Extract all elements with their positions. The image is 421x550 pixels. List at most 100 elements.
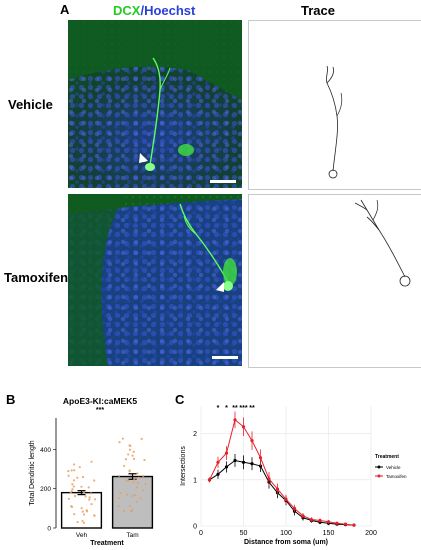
data-point <box>135 486 138 489</box>
data-point <box>71 488 74 491</box>
point-tamoxifen <box>258 456 263 460</box>
point-vehicle <box>250 462 254 466</box>
data-point <box>131 494 134 498</box>
trace-tamoxifen <box>248 194 421 368</box>
data-point <box>144 483 147 486</box>
data-point <box>133 478 136 481</box>
row-label-vehicle: Vehicle <box>8 97 53 112</box>
point-tamoxifen <box>267 477 271 481</box>
significance-label: *** <box>96 407 104 414</box>
data-point <box>134 493 137 496</box>
data-point <box>140 437 143 441</box>
data-point <box>127 453 130 456</box>
data-point <box>125 493 129 496</box>
data-point <box>137 476 140 479</box>
data-point <box>131 454 134 457</box>
data-point <box>73 469 76 472</box>
data-point <box>142 489 145 492</box>
x-axis-label: Distance from soma (um) <box>244 539 328 546</box>
point-vehicle <box>224 465 229 469</box>
data-point <box>90 460 93 463</box>
trace-vehicle <box>248 20 421 190</box>
point-tamoxifen <box>301 514 305 518</box>
significance-mark: * <box>217 405 220 412</box>
data-point <box>82 513 86 516</box>
data-point <box>142 474 145 478</box>
panel-a-letter: A <box>60 2 70 17</box>
x-tick-label: 200 <box>365 530 377 537</box>
legend-title: Treatment <box>375 454 399 460</box>
bar-veh <box>60 491 103 529</box>
series-line-vehicle <box>209 459 355 526</box>
data-point <box>87 486 90 489</box>
data-point <box>76 520 79 524</box>
data-point <box>128 444 131 447</box>
y-axis-label: Total Dendritic length <box>29 440 36 505</box>
x-tick-label: 50 <box>240 530 248 537</box>
data-point <box>88 498 91 501</box>
data-point <box>132 457 136 460</box>
data-point <box>78 466 81 469</box>
data-point <box>132 480 135 484</box>
data-point <box>132 450 135 453</box>
legend-swatch-dot <box>377 474 381 478</box>
significance-mark: ** <box>232 405 238 412</box>
micrograph-tamoxifen <box>68 194 242 366</box>
data-point <box>82 491 86 494</box>
data-point <box>72 479 76 482</box>
x-tick-label: 150 <box>323 530 335 537</box>
y-tick-label: 0 <box>193 524 197 531</box>
y-axis-label: Intersections <box>180 446 187 486</box>
data-point <box>80 507 83 510</box>
data-point <box>81 475 85 479</box>
legend-swatch-dot <box>377 465 381 469</box>
point-tamoxifen <box>241 425 246 429</box>
data-point <box>81 510 85 513</box>
data-point <box>73 494 77 498</box>
data-point <box>82 521 85 524</box>
sholl-chart: 0 1 2 0 50 100 150 200 Distance from soma (um) In… <box>175 392 421 550</box>
data-point <box>122 509 125 513</box>
stain-label-dcx: DCX <box>113 3 141 18</box>
data-point <box>93 479 96 482</box>
data-point <box>118 474 121 478</box>
legend-label-vehicle: Vehicle <box>386 465 401 470</box>
data-point <box>67 474 70 477</box>
point-tamoxifen <box>224 451 229 455</box>
point-tamoxifen <box>207 478 212 482</box>
data-point <box>73 512 76 516</box>
x-tick-label: 100 <box>280 530 292 537</box>
data-point <box>123 464 126 468</box>
data-point <box>85 510 89 513</box>
data-point <box>125 479 128 482</box>
stain-label-sep: / <box>140 3 145 18</box>
x-tick-label-veh: Veh <box>76 532 88 539</box>
point-tamoxifen <box>233 418 237 422</box>
data-point <box>71 483 74 486</box>
x-tick-label: 0 <box>199 530 203 537</box>
point-tamoxifen <box>343 522 348 526</box>
trace-header: Trace <box>301 3 335 18</box>
significance-mark: ** <box>249 405 255 412</box>
scale-bar-vehicle <box>210 180 236 183</box>
data-point <box>67 497 71 500</box>
data-point <box>118 496 121 500</box>
bar-chart: ApoE3-KI:caMEK5 *** 0 200 400 Total Dendritic… <box>18 392 168 550</box>
significance-mark: *** <box>239 405 247 412</box>
data-point <box>81 519 84 523</box>
legend-label-tamoxifen: Tamoxifen <box>386 474 407 479</box>
point-tamoxifen <box>352 523 356 527</box>
point-vehicle <box>241 460 246 464</box>
data-point <box>72 463 76 466</box>
data-point <box>72 485 75 488</box>
point-tamoxifen <box>275 487 280 491</box>
data-point <box>70 490 73 493</box>
y-tick-label: 1 <box>193 477 197 484</box>
point-tamoxifen <box>335 521 339 525</box>
x-axis-label: Treatment <box>90 540 124 547</box>
data-point <box>135 500 139 503</box>
data-point <box>84 495 87 498</box>
data-point <box>129 504 132 507</box>
y-tick-label: 200 <box>40 486 51 493</box>
stain-header: DCX/Hoechst <box>113 3 195 18</box>
